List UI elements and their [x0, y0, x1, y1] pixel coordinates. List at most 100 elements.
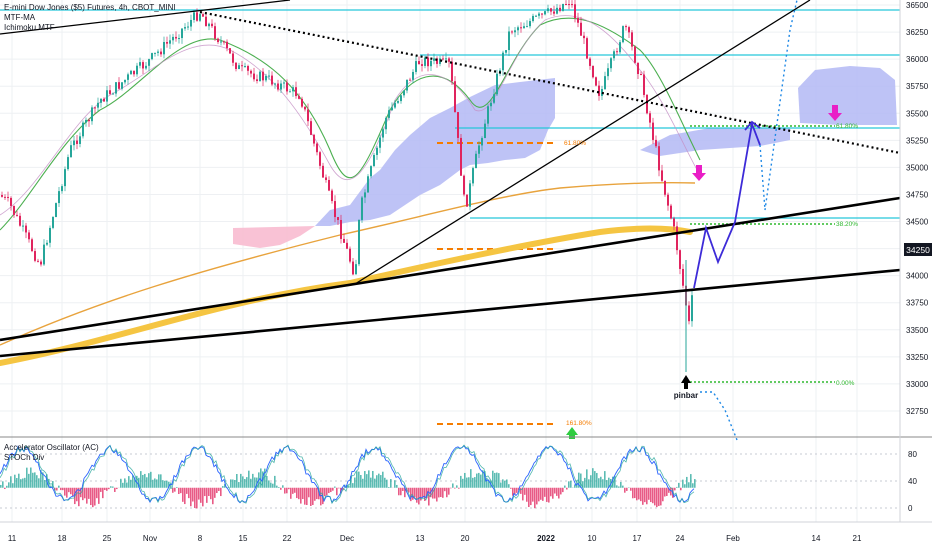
- candle-body: [16, 214, 18, 216]
- ac-bar: [298, 487, 300, 500]
- ac-bar: [128, 476, 130, 488]
- candle-body: [583, 35, 585, 39]
- candle-body: [406, 79, 408, 91]
- ac-bar: [404, 487, 406, 498]
- ac-bar: [448, 487, 450, 495]
- ac-bar: [100, 487, 102, 492]
- ac-bar: [230, 479, 232, 488]
- ac-bar: [582, 481, 584, 488]
- candle-body: [190, 19, 192, 27]
- ac-bar: [338, 487, 340, 489]
- time-tick-label: 15: [239, 534, 248, 543]
- ac-bar: [690, 474, 692, 488]
- time-tick-label: 20: [461, 534, 470, 543]
- candle-body: [106, 90, 108, 102]
- ac-bar: [694, 479, 696, 488]
- candle-body: [463, 175, 465, 195]
- ac-bar: [592, 468, 594, 488]
- ac-bar: [502, 479, 504, 488]
- stoch-d-line: [0, 444, 695, 505]
- candle-body: [331, 190, 333, 202]
- ac-bar: [204, 487, 206, 497]
- candle-body: [124, 79, 126, 83]
- candle-body: [634, 46, 636, 63]
- ac-bar: [496, 472, 498, 488]
- candle-body: [40, 261, 42, 265]
- candle-body: [601, 89, 603, 96]
- ac-bar: [114, 487, 116, 492]
- ac-bar: [648, 487, 650, 500]
- projection-dotted-up: [759, 0, 798, 211]
- time-tick-label: 13: [416, 534, 425, 543]
- ac-bar: [636, 487, 638, 501]
- candle-body: [379, 137, 381, 148]
- time-tick-label: 21: [853, 534, 862, 543]
- ac-bar: [682, 479, 684, 488]
- ac-bar: [148, 473, 150, 488]
- ac-bar: [264, 468, 266, 488]
- ac-bar: [642, 487, 644, 505]
- ac-bar: [288, 487, 290, 490]
- ac-bar: [458, 487, 460, 489]
- ac-bar: [254, 477, 256, 488]
- candle-body: [592, 65, 594, 78]
- ac-bar: [120, 478, 122, 488]
- ac-bar: [64, 487, 66, 496]
- candle-body: [682, 268, 684, 286]
- chart-legend: E-mini Dow Jones ($5) Futures, 4h, CBOT_…: [4, 3, 176, 33]
- candle-body: [571, 4, 573, 6]
- ac-bar: [112, 486, 114, 488]
- ac-bar: [66, 487, 68, 498]
- ac-bar: [554, 487, 556, 494]
- ac-bar: [294, 487, 296, 493]
- candle-body: [310, 121, 312, 135]
- ac-bar: [214, 487, 216, 498]
- ac-bar: [144, 473, 146, 488]
- candle-body: [508, 31, 510, 51]
- candle-body: [436, 58, 438, 64]
- candle-body: [166, 42, 168, 44]
- ac-bar: [510, 487, 512, 489]
- ac-bar: [290, 487, 292, 499]
- candle-body: [268, 75, 270, 77]
- price-tick-label: 35500: [906, 109, 929, 118]
- ac-bar: [220, 487, 222, 497]
- candle-body: [265, 75, 267, 81]
- candle-body: [496, 73, 498, 95]
- projection-arrowhead: [744, 120, 761, 131]
- ac-bar: [28, 473, 30, 488]
- candle-body: [115, 82, 117, 94]
- candle-body: [469, 183, 471, 207]
- candle-body: [373, 154, 375, 167]
- candle-body: [529, 21, 531, 27]
- candle-body: [250, 70, 252, 74]
- candle-body: [568, 4, 570, 6]
- ac-bar: [170, 482, 172, 488]
- ac-bar: [602, 479, 604, 488]
- candle-body: [289, 91, 291, 93]
- price-tick-label: 33500: [906, 326, 929, 335]
- ac-bar: [62, 487, 64, 491]
- ac-bar: [474, 477, 476, 488]
- ac-bar: [508, 484, 510, 488]
- price-tick-label: 33250: [906, 353, 929, 362]
- candle-body: [652, 122, 654, 140]
- ac-bar: [216, 487, 218, 494]
- ac-bar: [416, 487, 418, 503]
- ac-bar: [38, 478, 40, 488]
- candle-body: [352, 261, 354, 275]
- candle-body: [295, 87, 297, 97]
- ac-bar: [384, 477, 386, 488]
- ac-bar: [244, 478, 246, 488]
- ac-bar: [314, 487, 316, 501]
- candle-body: [97, 102, 99, 108]
- fast-ma-line: [0, 181, 696, 346]
- ac-bar: [608, 477, 610, 488]
- ac-bar: [468, 477, 470, 488]
- candle-body: [58, 191, 60, 204]
- ac-bar: [684, 484, 686, 488]
- price-tick-label: 32750: [906, 407, 929, 416]
- ac-bar: [218, 487, 220, 491]
- ac-bar: [674, 487, 676, 491]
- ac-bar: [376, 475, 378, 488]
